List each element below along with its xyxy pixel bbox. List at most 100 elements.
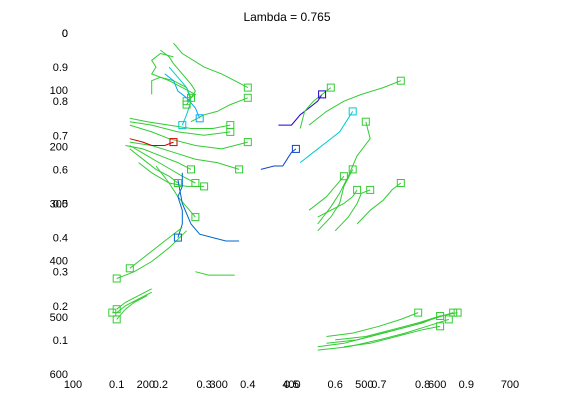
trajectory-line-36 (116, 295, 148, 320)
x-tick-label-2: 200 (137, 379, 155, 391)
trajectory-marker-5 (195, 114, 204, 123)
y-tick-label-11: 0.3 (53, 267, 68, 279)
trajectory-line-9 (129, 121, 231, 136)
trajectory-line-4 (173, 42, 249, 89)
trajectory-line-38 (317, 318, 449, 351)
x-tick-label-12: 0.5 (284, 379, 299, 391)
trajectory-marker-29 (366, 185, 375, 194)
trajectory-marker-18 (173, 233, 182, 242)
trajectory-marker-35 (108, 308, 117, 317)
trajectory-marker-20 (291, 144, 300, 153)
trajectory-marker-42 (414, 308, 423, 317)
trajectory-marker-14 (200, 182, 209, 191)
x-tick-label-10: 0.3 (196, 379, 211, 391)
trajectory-markers (108, 76, 462, 331)
trajectory-marker-38 (444, 315, 453, 324)
trajectory-marker-21 (318, 90, 327, 99)
trajectory-marker-27 (339, 172, 348, 181)
y-tick-label-13: 0.5 (53, 199, 68, 211)
y-tick-label-12: 0.4 (53, 233, 68, 245)
trajectory-line-16 (155, 165, 196, 218)
x-tick-label-14: 0.7 (371, 379, 386, 391)
trajectory-marker-37 (436, 312, 445, 320)
trajectory-marker-28 (353, 185, 362, 194)
x-tick-labels: 100 200 300 400 500 600 700 0.1 0.2 0.3 0.4 0.5 0.6 0… (64, 379, 519, 391)
trajectory-line-5 (164, 73, 201, 119)
trajectory-marker-6 (178, 121, 187, 130)
trajectory-line-33 (195, 271, 235, 276)
y-tick-label-5: 400 (50, 255, 68, 267)
y-tick-label-1: 0 (62, 28, 68, 40)
trajectory-line-19 (177, 179, 240, 242)
y-tick-labels: 010020030040050060000.10.20.30.40.50.60.… (50, 28, 68, 381)
y-tick-label-8: 0 (62, 28, 68, 40)
trajectory-lines (112, 42, 458, 351)
trajectory-marker-15 (187, 165, 195, 174)
trajectory-line-3 (151, 76, 192, 98)
trajectory-marker-10 (243, 138, 252, 147)
x-tick-label-4: 400 (282, 379, 300, 391)
trajectory-marker-24 (348, 107, 357, 116)
trajectory-line-11 (129, 141, 240, 170)
x-tick-label-13: 0.6 (328, 379, 343, 391)
trajectory-line-2 (160, 49, 196, 105)
y-tick-label-4: 300 (50, 199, 68, 211)
x-tick-label-11: 0.4 (240, 379, 255, 391)
trajectory-line-31 (116, 230, 187, 279)
x-tick-label-9: 0.2 (153, 379, 168, 391)
trajectory-marker-9 (226, 127, 235, 136)
trajectory-line-10 (129, 124, 248, 150)
trajectory-line-26 (317, 169, 354, 232)
trajectory-marker-13 (173, 179, 182, 187)
y-tick-label-2: 100 (50, 85, 68, 97)
trajectory-line-15 (125, 145, 192, 170)
x-tick-label-7: 700 (501, 379, 519, 391)
trajectory-line-17 (129, 138, 174, 146)
trajectory-line-18 (177, 172, 183, 238)
x-tick-label-16: 0.9 (459, 379, 474, 391)
trajectory-line-24 (299, 111, 354, 163)
trajectory-line-12 (129, 145, 196, 184)
trajectory-marker-7 (243, 93, 252, 102)
y-tick-label-10: 0.2 (53, 301, 68, 313)
trajectory-line-1 (150, 52, 197, 102)
trajectory-marker-40 (453, 308, 462, 317)
trajectory-line-32 (129, 227, 183, 269)
trajectory-marker-26 (348, 165, 357, 174)
trajectory-line-22 (299, 87, 332, 129)
trajectory-marker-2 (182, 100, 191, 109)
x-tick-label-1: 100 (64, 379, 82, 391)
trajectory-line-40 (335, 312, 458, 341)
trajectory-marker-12 (191, 179, 200, 187)
trajectory-marker-16 (191, 213, 200, 222)
trajectory-marker-30 (396, 179, 405, 187)
trajectory-line-20 (260, 148, 297, 170)
trajectory-line-23 (308, 80, 401, 126)
trajectory-line-29 (334, 189, 371, 232)
trajectory-line-39 (326, 312, 454, 344)
trajectory-line-27 (308, 175, 345, 211)
x-tick-label-15: 0.8 (415, 379, 430, 391)
y-tick-label-16: 0.8 (53, 96, 68, 108)
trajectory-marker-17 (169, 138, 178, 147)
trajectory-marker-22 (326, 83, 335, 92)
chart-title: Lambda = 0.765 (243, 10, 330, 24)
trajectory-line-41 (343, 325, 441, 348)
x-tick-label-5: 500 (355, 379, 373, 391)
trajectory-marker-32 (125, 264, 134, 273)
y-tick-label-7: 600 (50, 369, 68, 381)
trajectory-line-13 (129, 148, 179, 184)
trajectory-line-42 (326, 312, 419, 337)
trajectory-marker-3 (187, 93, 195, 102)
trajectory-line-8 (129, 117, 231, 129)
trajectory-marker-41 (436, 322, 445, 331)
trajectory-marker-36 (112, 315, 121, 324)
y-tick-label-6: 500 (50, 312, 68, 324)
trajectory-line-28 (317, 189, 358, 218)
trajectory-line-30 (356, 182, 402, 225)
y-tick-label-17: 0.9 (53, 62, 68, 74)
y-tick-label-3: 200 (50, 142, 68, 154)
y-tick-label-14: 0.6 (53, 164, 68, 176)
trajectory-marker-31 (112, 274, 121, 283)
